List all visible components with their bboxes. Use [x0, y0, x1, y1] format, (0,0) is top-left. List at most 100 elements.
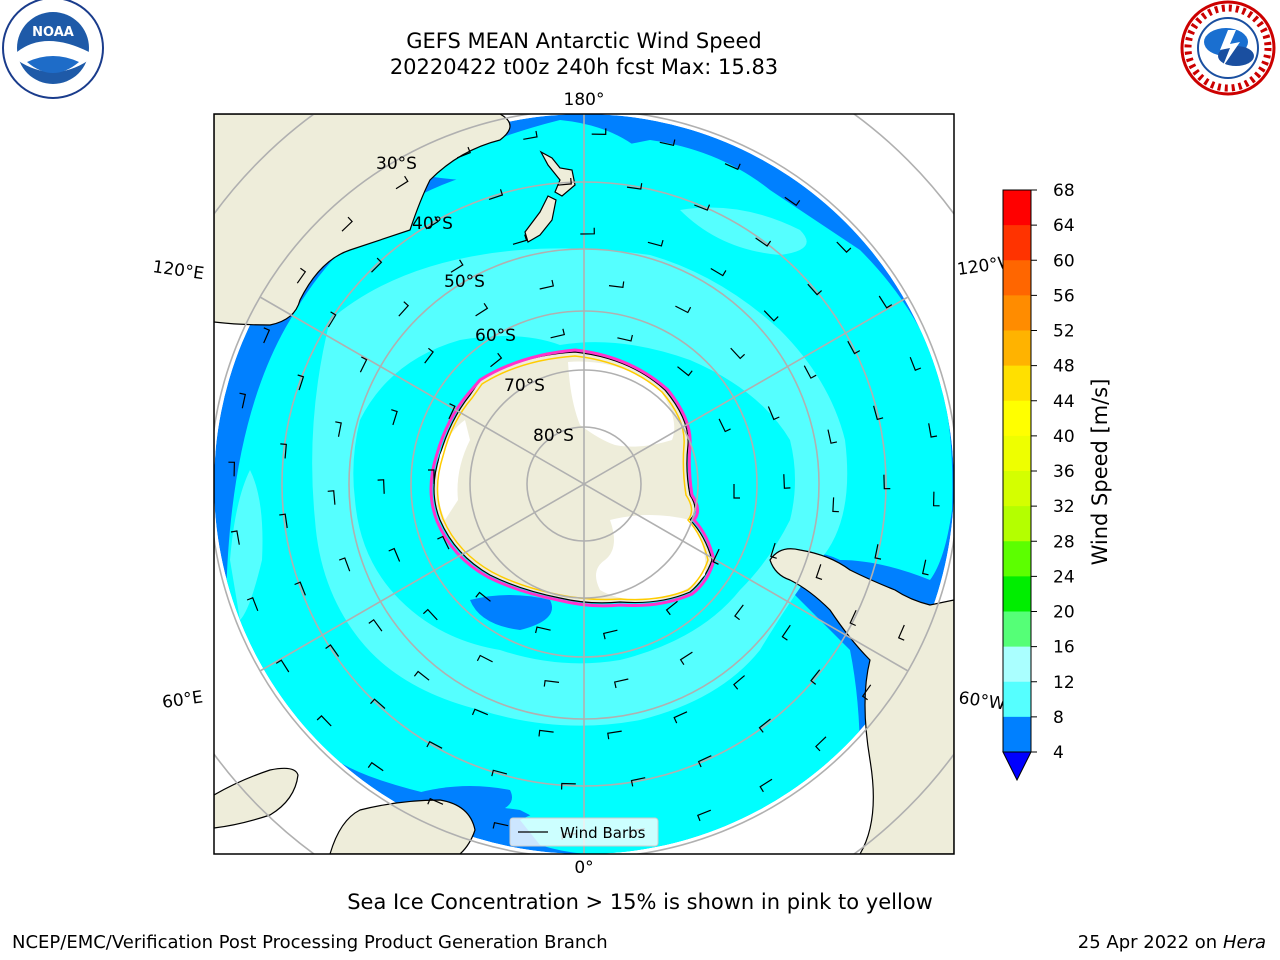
- wind-barb: [359, 356, 368, 373]
- colorbar-tick-label: 4: [1053, 743, 1064, 763]
- wind-barb: [932, 491, 940, 507]
- footer-credit: NCEP/EMC/Verification Post Processing Pr…: [12, 932, 608, 953]
- colorbar-under-arrow: [1002, 751, 1032, 782]
- wind-barb: [767, 406, 780, 421]
- wind-barb: [492, 821, 509, 829]
- wind-barb: [275, 659, 290, 673]
- wind-barb: [427, 797, 444, 805]
- colorbar-tick-label: 36: [1053, 462, 1075, 482]
- colorbar-segment: [1003, 471, 1031, 507]
- lat-label-80s: 80°S: [533, 426, 574, 446]
- wind-barb: [724, 163, 741, 171]
- wind-barb: [733, 484, 740, 499]
- colorbar-tick-label: 48: [1053, 357, 1075, 377]
- wind-barb: [659, 139, 676, 147]
- wind-barb: [338, 557, 351, 572]
- colorbar-tick-label: 12: [1053, 673, 1075, 693]
- wind-barb: [297, 374, 305, 391]
- wind-barb: [921, 559, 929, 576]
- colorbar-segment: [1003, 646, 1031, 683]
- colorbar-tick-label: 40: [1053, 427, 1075, 447]
- lon-label-120e: 120°E: [151, 257, 205, 284]
- colorbar-segment: [1003, 330, 1031, 367]
- wind-barb: [523, 130, 538, 140]
- wind-barb: [425, 216, 439, 230]
- wind-barb: [697, 809, 712, 822]
- colorbar-segment: [1003, 295, 1031, 331]
- wind-barb: [327, 311, 337, 328]
- footer-date: 25 Apr 2022 on Hera: [1078, 932, 1266, 953]
- map-frame: [213, 113, 955, 855]
- colorbar-segment: [1003, 225, 1031, 261]
- wind-barb: [335, 421, 342, 437]
- wind-barb: [476, 654, 493, 663]
- lon-label-0: 0°: [574, 858, 593, 878]
- new-zealand-island: [524, 195, 557, 243]
- legend: Wind Barbs: [509, 817, 659, 847]
- colorbar-segment: [1003, 435, 1031, 472]
- colorbar: 68 64 60 56 52 48 44 40 36 32 28 24 20 16 12 8 4: [1002, 181, 1075, 782]
- wind-barb: [849, 610, 857, 627]
- south-america-landmass: [769, 548, 954, 854]
- colorbar-tick-label: 28: [1053, 532, 1075, 552]
- wind-barb: [832, 497, 839, 513]
- wind-barb: [647, 239, 664, 247]
- wind-barb: [280, 443, 287, 459]
- wind-barb: [710, 267, 727, 277]
- wind-barb: [490, 352, 503, 368]
- colorbar-segment: [1003, 576, 1031, 612]
- colorbar-segment: [1003, 506, 1031, 542]
- wind-barb: [928, 423, 938, 438]
- colorbar-tick-label: 44: [1053, 392, 1075, 412]
- sea-ice-area: [436, 420, 470, 520]
- wind-barb: [602, 629, 618, 640]
- wind-barb: [883, 474, 891, 490]
- wind-barb: [770, 542, 777, 559]
- wind-barb: [847, 340, 861, 355]
- colorbar-tick-label: 64: [1053, 216, 1075, 236]
- wind-barb: [456, 146, 471, 159]
- lat-label-40s: 40°S: [412, 214, 453, 234]
- wind-barb: [535, 626, 551, 634]
- colorbar-segment: [1003, 681, 1031, 718]
- wind-barb: [718, 418, 731, 433]
- wind-barb: [878, 295, 893, 309]
- wind-barb: [370, 698, 386, 709]
- wind-barb: [836, 241, 852, 253]
- lat-label-60s: 60°S: [475, 326, 516, 346]
- wind-barb: [784, 196, 801, 207]
- colorbar-segment: [1003, 400, 1031, 437]
- colorbar-segment: [1003, 541, 1031, 577]
- wind-barb: [712, 548, 720, 565]
- wind-barbs-layer: [228, 128, 940, 840]
- sea-ice-area: [596, 515, 706, 601]
- wind-barb: [437, 535, 450, 550]
- wind-barb: [325, 644, 340, 657]
- colorbar-tick-label: 68: [1053, 181, 1075, 201]
- chart-title: GEFS MEAN Antarctic Wind Speed: [406, 29, 762, 53]
- wind-barb: [475, 591, 491, 602]
- wind-barb: [557, 177, 572, 186]
- lat-label-30s: 30°S: [376, 154, 417, 174]
- svg-text:NOAA: NOAA: [32, 25, 74, 40]
- wind-barb: [815, 564, 823, 580]
- legend-label: Wind Barbs: [560, 824, 646, 842]
- colorbar-segment: [1003, 365, 1031, 402]
- wind-barb: [613, 678, 629, 689]
- madagascar-island: [214, 767, 299, 829]
- wind-barb: [279, 513, 288, 529]
- wind-barb: [398, 301, 410, 317]
- lat-label-50s: 50°S: [444, 272, 485, 292]
- wind-barb: [909, 356, 922, 371]
- colorbar-tick-label: 16: [1053, 638, 1075, 658]
- colorbar-tick-label: 60: [1053, 251, 1075, 271]
- wind-barb: [391, 409, 398, 426]
- wind-barb: [733, 675, 745, 690]
- wind-barb: [730, 347, 746, 360]
- wind-barb: [665, 600, 678, 616]
- wind-barb: [475, 302, 489, 317]
- wind-barb: [512, 234, 528, 245]
- sea-ice-edge-inner: [436, 355, 709, 601]
- wind-barb: [543, 680, 560, 687]
